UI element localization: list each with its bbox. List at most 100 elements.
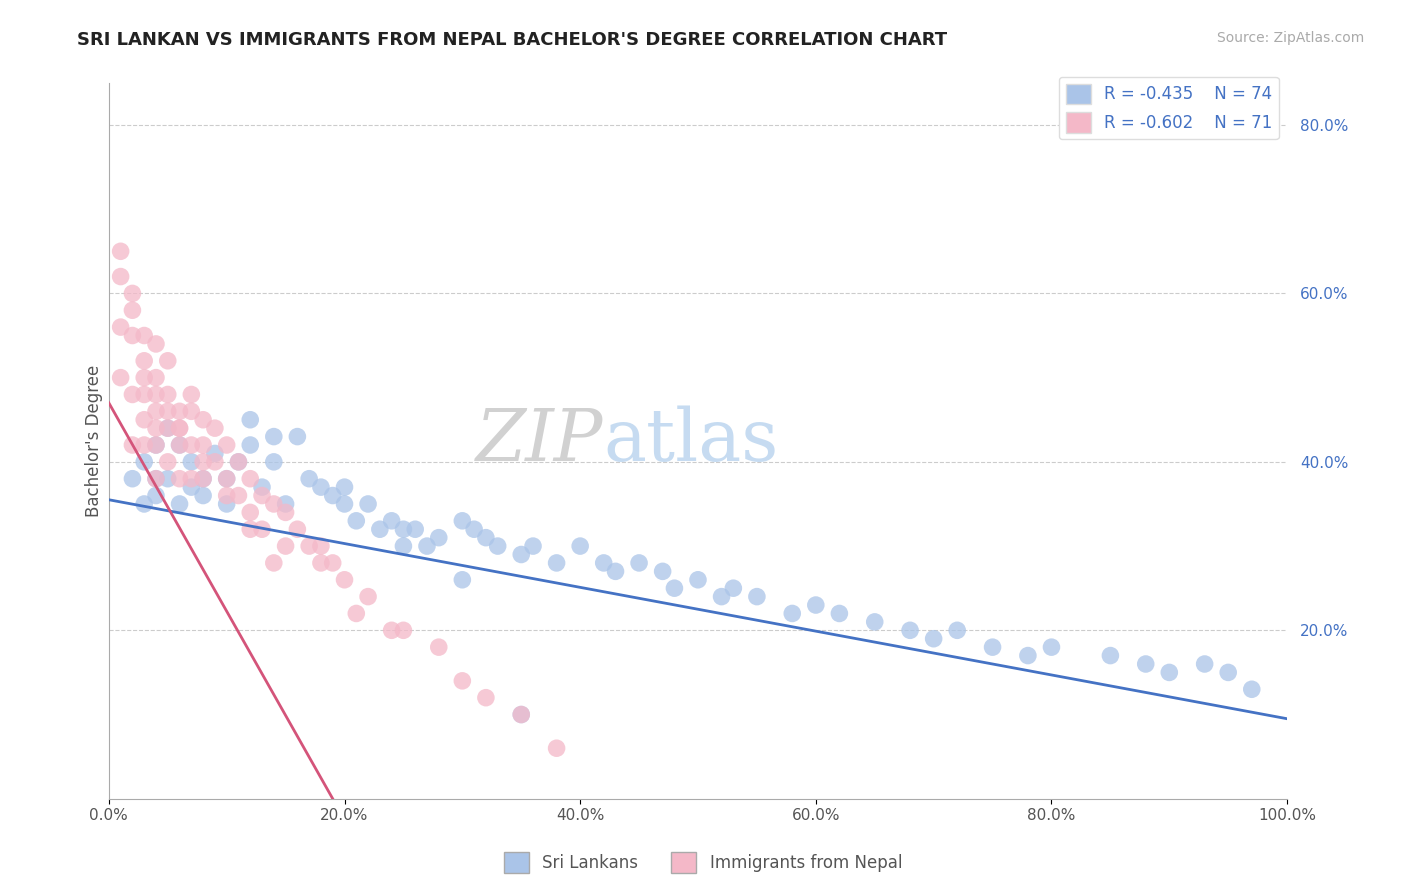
Point	[309, 480, 332, 494]
Point	[191, 455, 214, 469]
Point	[344, 514, 367, 528]
Point	[134, 328, 156, 343]
Point	[110, 269, 132, 284]
Point	[191, 472, 214, 486]
Point	[1194, 657, 1216, 671]
Point	[263, 455, 285, 469]
Y-axis label: Bachelor's Degree: Bachelor's Degree	[86, 365, 103, 517]
Point	[263, 497, 285, 511]
Point	[250, 480, 273, 494]
Point	[723, 581, 745, 595]
Point	[121, 303, 143, 318]
Legend: R = -0.435    N = 74, R = -0.602    N = 71: R = -0.435 N = 74, R = -0.602 N = 71	[1059, 77, 1279, 139]
Point	[510, 707, 533, 722]
Point	[322, 556, 344, 570]
Point	[475, 531, 498, 545]
Point	[392, 624, 415, 638]
Point	[239, 413, 262, 427]
Point	[357, 590, 380, 604]
Point	[110, 320, 132, 334]
Point	[368, 522, 391, 536]
Point	[110, 370, 132, 384]
Point	[239, 438, 262, 452]
Point	[451, 514, 474, 528]
Point	[134, 413, 156, 427]
Point	[451, 673, 474, 688]
Point	[664, 581, 686, 595]
Point	[204, 446, 226, 460]
Point	[191, 413, 214, 427]
Point	[416, 539, 439, 553]
Point	[274, 497, 297, 511]
Point	[592, 556, 614, 570]
Point	[180, 455, 202, 469]
Point	[169, 497, 191, 511]
Text: SRI LANKAN VS IMMIGRANTS FROM NEPAL BACHELOR'S DEGREE CORRELATION CHART: SRI LANKAN VS IMMIGRANTS FROM NEPAL BACH…	[77, 31, 948, 49]
Point	[191, 438, 214, 452]
Point	[180, 404, 202, 418]
Point	[686, 573, 709, 587]
Point	[145, 489, 167, 503]
Point	[381, 514, 404, 528]
Point	[333, 480, 356, 494]
Point	[298, 539, 321, 553]
Point	[287, 522, 309, 536]
Point	[121, 472, 143, 486]
Point	[121, 328, 143, 343]
Text: atlas: atlas	[603, 406, 779, 476]
Point	[981, 640, 1004, 655]
Point	[191, 489, 214, 503]
Point	[228, 455, 250, 469]
Point	[145, 337, 167, 351]
Point	[180, 387, 202, 401]
Point	[156, 421, 179, 435]
Point	[745, 590, 768, 604]
Point	[145, 387, 167, 401]
Point	[215, 438, 238, 452]
Point	[180, 438, 202, 452]
Point	[156, 421, 179, 435]
Point	[156, 472, 179, 486]
Point	[357, 497, 380, 511]
Point	[215, 497, 238, 511]
Point	[427, 531, 450, 545]
Point	[134, 438, 156, 452]
Point	[628, 556, 651, 570]
Point	[1040, 640, 1063, 655]
Point	[546, 741, 568, 756]
Point	[134, 497, 156, 511]
Point	[333, 497, 356, 511]
Point	[392, 539, 415, 553]
Point	[121, 286, 143, 301]
Point	[215, 472, 238, 486]
Point	[263, 429, 285, 443]
Point	[228, 489, 250, 503]
Point	[204, 421, 226, 435]
Point	[1159, 665, 1181, 680]
Point	[263, 556, 285, 570]
Point	[946, 624, 969, 638]
Point	[863, 615, 886, 629]
Point	[250, 522, 273, 536]
Point	[605, 565, 627, 579]
Point	[180, 472, 202, 486]
Point	[651, 565, 673, 579]
Point	[427, 640, 450, 655]
Point	[510, 707, 533, 722]
Point	[274, 539, 297, 553]
Point	[239, 522, 262, 536]
Point	[287, 429, 309, 443]
Point	[309, 539, 332, 553]
Point	[451, 573, 474, 587]
Point	[156, 353, 179, 368]
Legend: Sri Lankans, Immigrants from Nepal: Sri Lankans, Immigrants from Nepal	[498, 846, 908, 880]
Point	[922, 632, 945, 646]
Point	[169, 438, 191, 452]
Point	[180, 480, 202, 494]
Point	[1240, 682, 1263, 697]
Point	[1017, 648, 1039, 663]
Point	[510, 548, 533, 562]
Point	[156, 455, 179, 469]
Point	[110, 244, 132, 259]
Point	[569, 539, 592, 553]
